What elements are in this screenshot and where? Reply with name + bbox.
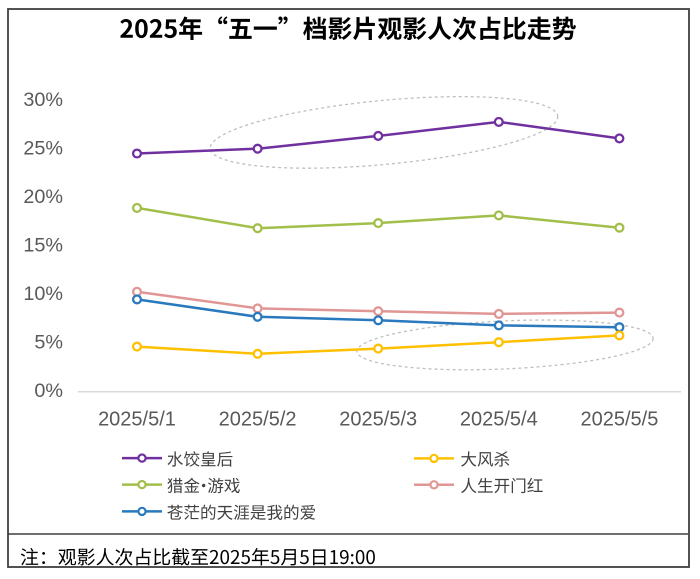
svg-text:2025/5/2: 2025/5/2 xyxy=(219,409,297,431)
svg-text:5%: 5% xyxy=(34,332,63,354)
svg-text:30%: 30% xyxy=(23,89,63,111)
svg-text:10%: 10% xyxy=(23,283,63,305)
svg-text:2025/5/5: 2025/5/5 xyxy=(580,409,658,431)
svg-text:2025/5/1: 2025/5/1 xyxy=(98,409,176,431)
svg-text:25%: 25% xyxy=(23,137,63,159)
svg-text:2025/5/4: 2025/5/4 xyxy=(460,409,538,431)
svg-text:20%: 20% xyxy=(23,186,63,208)
svg-text:2025/5/3: 2025/5/3 xyxy=(339,409,417,431)
svg-text:15%: 15% xyxy=(23,235,63,257)
svg-text:0%: 0% xyxy=(34,380,63,402)
